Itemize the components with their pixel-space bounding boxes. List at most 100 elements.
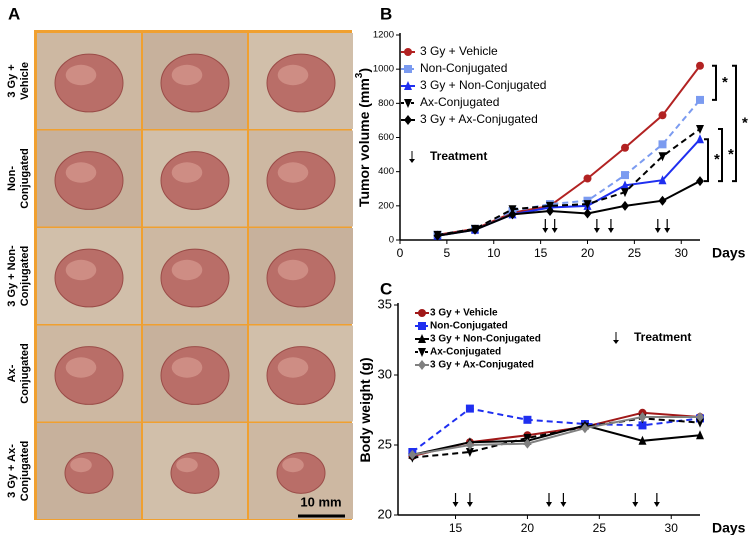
- legend-label: Non-Conjugated: [430, 321, 508, 332]
- y-axis-label: Tumor volume (mm3): [354, 68, 372, 207]
- y-axis-label-part: 3: [354, 72, 365, 78]
- marker: [433, 230, 442, 241]
- series-line: [411, 407, 701, 453]
- marker: [621, 143, 629, 152]
- marker: [418, 360, 426, 370]
- tumor-highlight: [277, 162, 309, 183]
- legend-label: 3 Gy + Vehicle: [430, 308, 498, 319]
- tumor-highlight: [176, 457, 198, 473]
- marker: [696, 61, 704, 70]
- x-tick-label: 15: [449, 521, 463, 535]
- y-tick-label: 600: [378, 132, 394, 143]
- tumor-highlight: [282, 457, 304, 473]
- marker: [621, 171, 629, 180]
- y-axis-label-part: ): [356, 68, 372, 73]
- row-label: Conjugated: [19, 246, 31, 307]
- x-axis-label: Days: [712, 245, 746, 261]
- tumor: [64, 452, 114, 494]
- significance-star: *: [714, 151, 720, 168]
- tumor-highlight: [171, 259, 203, 281]
- tumor-highlight: [277, 259, 309, 281]
- legend-label: Non-Conjugated: [420, 61, 507, 75]
- row-label: Non-: [6, 166, 18, 191]
- marker: [583, 208, 592, 219]
- tumor: [170, 452, 220, 494]
- legend-label: 3 Gy + Ax-Conjugated: [420, 112, 538, 126]
- row-label: 3 Gy + Ax-: [6, 444, 18, 498]
- y-axis-label: Body weight (g): [357, 358, 373, 463]
- marker: [583, 174, 592, 183]
- tumor-highlight: [171, 357, 203, 378]
- marker: [638, 421, 647, 430]
- significance-star: *: [722, 74, 728, 91]
- y-tick-label: 35: [378, 296, 392, 311]
- marker: [404, 99, 412, 108]
- x-tick-label: 30: [665, 521, 679, 535]
- treatment-legend-head: [613, 340, 619, 344]
- marker: [696, 176, 704, 187]
- treatment-arrow-head: [664, 228, 671, 233]
- marker: [580, 423, 589, 434]
- marker: [658, 152, 667, 162]
- y-tick-label: 20: [378, 506, 392, 521]
- y-axis-label-part: Body weight (g): [357, 358, 373, 463]
- marker: [621, 200, 629, 211]
- panel-label: C: [380, 279, 392, 298]
- significance-bracket: [732, 64, 737, 183]
- treatment-arrow-head: [607, 228, 614, 233]
- series-line: [412, 424, 701, 456]
- y-tick-label: 800: [378, 98, 394, 109]
- x-tick-label: 15: [534, 246, 548, 260]
- x-tick-label: 30: [675, 246, 689, 260]
- y-tick-label: 1000: [373, 64, 394, 75]
- marker: [404, 65, 412, 73]
- marker: [638, 412, 647, 422]
- treatment-arrow-head: [593, 228, 600, 233]
- treatment-arrow-head: [653, 502, 660, 507]
- marker: [696, 134, 704, 144]
- row-label: Conjugated: [19, 441, 31, 502]
- treatment-arrow-head: [654, 228, 661, 233]
- treatment-arrow-head: [560, 502, 567, 507]
- marker: [471, 224, 479, 235]
- marker: [508, 209, 517, 220]
- scale-bar-label: 10 mm: [300, 494, 341, 509]
- x-tick-label: 10: [487, 246, 501, 260]
- significance-bracket: [718, 127, 723, 183]
- tumor-highlight: [70, 457, 92, 473]
- marker: [658, 175, 667, 185]
- treatment-legend-head: [409, 159, 415, 163]
- marker: [523, 415, 532, 424]
- row-label: Vehicle: [19, 62, 31, 100]
- legend-label: 3 Gy + Non-Conjugated: [420, 78, 546, 92]
- marker: [418, 348, 426, 357]
- legend-label: 3 Gy + Vehicle: [420, 44, 498, 58]
- marker: [696, 95, 704, 104]
- tumor-highlight: [171, 64, 203, 86]
- x-tick-label: 25: [593, 521, 607, 535]
- marker: [638, 435, 647, 445]
- tumor-highlight: [277, 64, 309, 86]
- x-tick-label: 0: [397, 246, 404, 260]
- treatment-arrow-head: [452, 502, 459, 507]
- treatment-label: Treatment: [430, 149, 487, 163]
- marker: [418, 322, 426, 330]
- series-line: [412, 417, 701, 459]
- marker: [696, 430, 704, 440]
- treatment-arrow-head: [551, 228, 558, 233]
- legend-label: Ax-Conjugated: [430, 347, 501, 358]
- marker: [408, 449, 417, 460]
- marker: [621, 180, 629, 190]
- y-tick-label: 30: [378, 366, 392, 381]
- marker: [658, 195, 667, 206]
- legend-label: 3 Gy + Ax-Conjugated: [430, 360, 534, 371]
- row-label: Conjugated: [19, 148, 31, 209]
- treatment-arrow-head: [632, 502, 639, 507]
- marker: [523, 434, 532, 443]
- marker: [465, 404, 474, 413]
- significance-bracket: [704, 138, 709, 183]
- marker: [621, 188, 629, 198]
- treatment-arrow-head: [542, 228, 549, 233]
- significance-bracket: [712, 64, 717, 101]
